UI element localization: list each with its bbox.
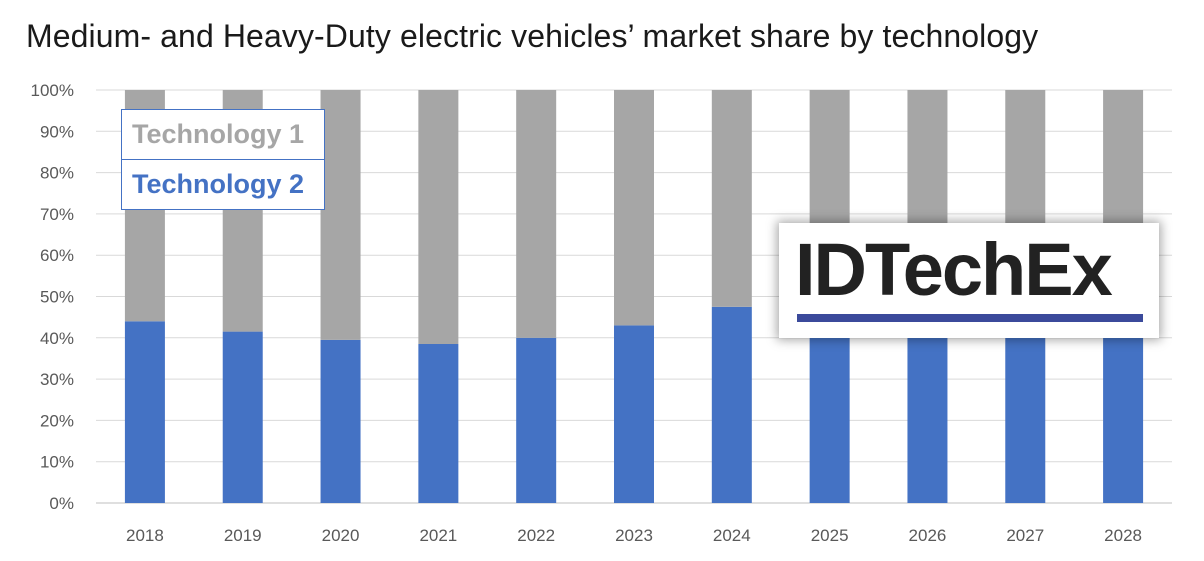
bar-technology-2-2023: [614, 325, 654, 503]
y-tick-label: 30%: [40, 370, 74, 389]
x-tick-label: 2022: [517, 526, 555, 545]
legend-item-technology-1: Technology 1: [122, 110, 324, 160]
x-tick-label: 2024: [713, 526, 751, 545]
x-tick-label: 2023: [615, 526, 653, 545]
x-tick-label: 2018: [126, 526, 164, 545]
x-axis-ticks: 2018 2019 2020 2021 2022 2023 2024 2025 2026 2027…: [126, 526, 1142, 545]
legend: Technology 1 Technology 2: [121, 109, 325, 210]
chart-title: Medium- and Heavy-Duty electric vehicles…: [26, 18, 1039, 54]
legend-item-technology-2: Technology 2: [132, 168, 305, 199]
bar-technology-1-2024: [711, 90, 752, 307]
bar-technology-2-2021: [418, 343, 459, 503]
bar-technology-1-2023: [614, 90, 654, 326]
y-tick-label: 40%: [40, 329, 74, 348]
y-axis-ticks: 0% 10% 20% 30% 40% 50% 60% 70% 80% 90% 100%: [31, 81, 74, 513]
y-tick-label: 80%: [40, 164, 74, 183]
logo-text: IDTechEx: [795, 228, 1113, 311]
x-tick-label: 2025: [811, 526, 849, 545]
x-tick-label: 2026: [909, 526, 947, 545]
bar-technology-2-2019: [222, 331, 263, 503]
y-tick-label: 70%: [40, 205, 74, 224]
y-tick-label: 0%: [49, 494, 74, 513]
x-tick-label: 2019: [224, 526, 262, 545]
y-tick-label: 100%: [31, 81, 74, 100]
y-tick-label: 50%: [40, 288, 74, 307]
bar-technology-1-2022: [516, 90, 557, 338]
bar-technology-2-2020: [320, 339, 361, 503]
bar-technology-2-2018: [124, 321, 165, 503]
x-tick-label: 2021: [419, 526, 457, 545]
logo-underline: [797, 314, 1143, 322]
bar-technology-2-2022: [516, 337, 557, 503]
bar-technology-1-2020: [320, 90, 361, 340]
y-tick-label: 60%: [40, 246, 74, 265]
x-tick-label: 2028: [1104, 526, 1142, 545]
bar-technology-1-2021: [418, 90, 459, 344]
bar-technology-2-2024: [711, 306, 752, 503]
y-tick-label: 20%: [40, 411, 74, 430]
idtechex-logo: IDTechEx: [779, 223, 1159, 338]
y-tick-label: 10%: [40, 453, 74, 472]
y-tick-label: 90%: [40, 122, 74, 141]
x-tick-label: 2027: [1006, 526, 1044, 545]
x-tick-label: 2020: [322, 526, 360, 545]
